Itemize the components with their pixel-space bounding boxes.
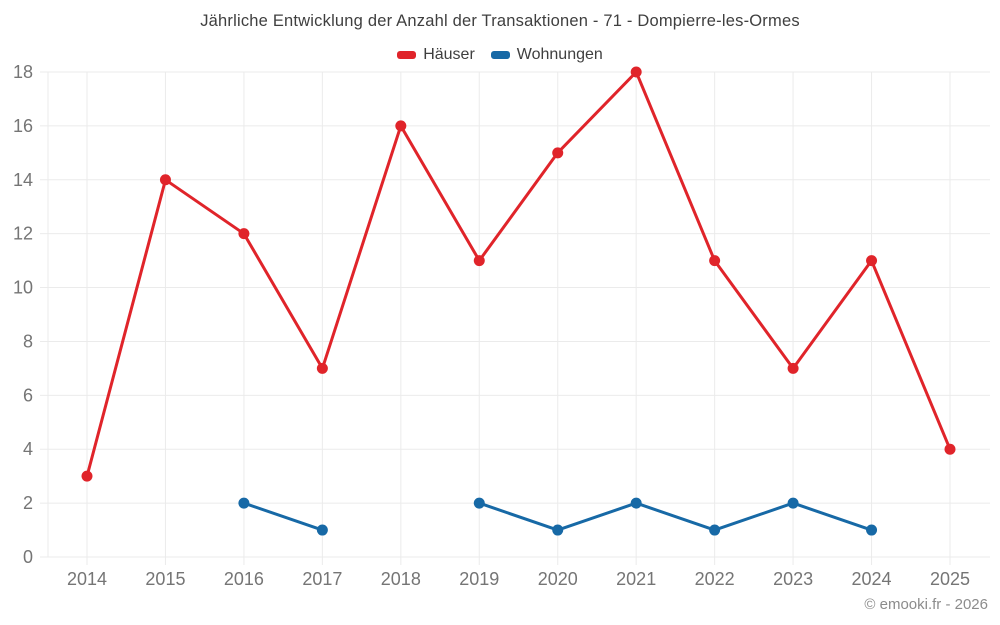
y-tick-label: 14 (13, 170, 33, 190)
data-point-haeuser-2020[interactable] (552, 147, 564, 159)
data-point-haeuser-2022[interactable] (709, 255, 721, 267)
chart-legend: Häuser Wohnungen (0, 46, 1000, 64)
data-point-haeuser-2018[interactable] (395, 120, 407, 132)
x-tick-label: 2015 (145, 569, 185, 589)
x-tick-label: 2022 (695, 569, 735, 589)
y-tick-label: 18 (13, 62, 33, 82)
data-point-haeuser-2014[interactable] (81, 470, 93, 482)
x-tick-label: 2016 (224, 569, 264, 589)
copyright-text: © emooki.fr - 2026 (864, 596, 988, 613)
data-point-wohnungen-2020[interactable] (552, 524, 564, 536)
y-tick-label: 0 (23, 547, 33, 567)
chart-title: Jährliche Entwicklung der Anzahl der Tra… (200, 12, 800, 30)
y-tick-label: 2 (23, 493, 33, 513)
data-point-wohnungen-2021[interactable] (630, 497, 642, 509)
x-tick-label: 2025 (930, 569, 970, 589)
x-tick-label: 2020 (538, 569, 578, 589)
data-point-haeuser-2019[interactable] (473, 255, 485, 267)
data-point-wohnungen-2019[interactable] (473, 497, 485, 509)
data-point-wohnungen-2022[interactable] (709, 524, 721, 536)
data-point-wohnungen-2017[interactable] (316, 524, 328, 536)
data-point-wohnungen-2024[interactable] (866, 524, 878, 536)
legend-marker-wohnungen-icon (490, 51, 510, 59)
data-point-haeuser-2015[interactable] (159, 174, 171, 186)
data-point-haeuser-2016[interactable] (238, 228, 250, 240)
data-point-wohnungen-2023[interactable] (787, 497, 799, 509)
y-tick-label: 8 (23, 331, 33, 351)
legend-label-wohnungen: Wohnungen (516, 46, 603, 63)
legend-item-wohnungen[interactable]: Wohnungen (490, 46, 603, 64)
series-line-haeuser (85, 70, 952, 478)
data-point-haeuser-2025[interactable] (944, 443, 956, 455)
x-tick-label: 2017 (302, 569, 342, 589)
legend-item-haeuser[interactable]: Häuser (397, 46, 475, 64)
data-point-haeuser-2017[interactable] (316, 362, 328, 374)
y-tick-label: 6 (23, 385, 33, 405)
x-tick-label: 2023 (773, 569, 813, 589)
y-tick-label: 10 (13, 278, 33, 298)
data-point-haeuser-2021[interactable] (630, 66, 642, 78)
data-point-haeuser-2024[interactable] (866, 255, 878, 267)
x-tick-label: 2018 (381, 569, 421, 589)
data-point-haeuser-2023[interactable] (787, 362, 799, 374)
series-line-wohnungen (242, 501, 873, 532)
x-tick-label: 2019 (459, 569, 499, 589)
x-tick-label: 2021 (616, 569, 656, 589)
y-tick-label: 12 (13, 224, 33, 244)
legend-label-haeuser: Häuser (423, 46, 475, 63)
data-point-wohnungen-2016[interactable] (238, 497, 250, 509)
y-tick-label: 4 (23, 439, 33, 459)
x-tick-label: 2024 (852, 569, 892, 589)
legend-marker-haeuser-icon (397, 51, 417, 59)
y-tick-label: 16 (13, 116, 33, 136)
x-tick-label: 2014 (67, 569, 107, 589)
